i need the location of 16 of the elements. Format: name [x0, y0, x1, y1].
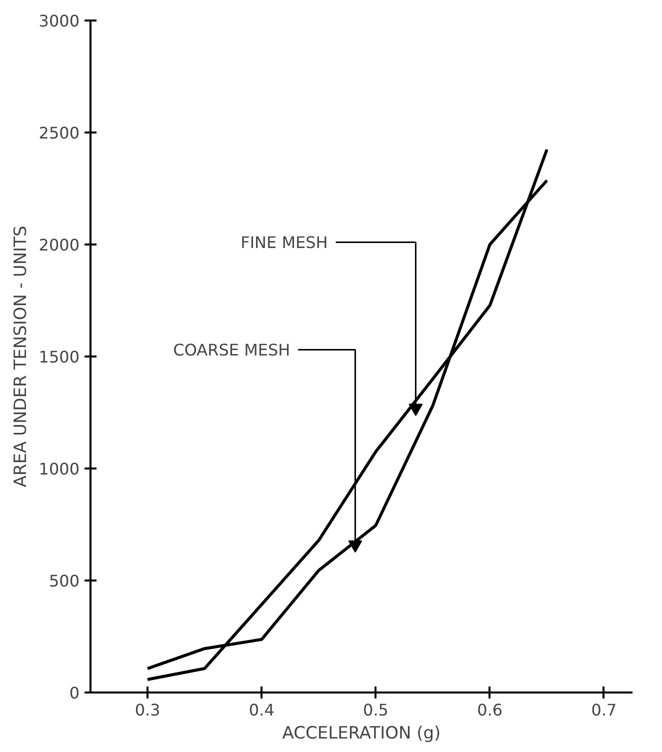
x-tick-label: 0.5	[363, 700, 388, 720]
x-tick-label: 0.4	[248, 700, 274, 720]
x-tick-label: 0.7	[591, 700, 617, 720]
annotation: FINE MESH	[240, 232, 328, 252]
x-tick-label: 0.3	[134, 700, 160, 720]
y-tick-label: 2500	[38, 124, 80, 142]
y-tick-label: 3000	[38, 12, 80, 30]
y-tick-label: 2000	[38, 236, 80, 254]
x-tick-label: 0.6	[477, 700, 503, 720]
annotation: COARSE MESH	[173, 340, 290, 360]
y-tick-label: 500	[48, 572, 80, 590]
y-tick-label: 1500	[38, 348, 80, 366]
y-tick-label: 1000	[38, 460, 80, 478]
y-tick-label: 0	[69, 684, 80, 702]
x-axis-title: ACCELERATION (g)	[282, 724, 441, 744]
y-axis-title: AREA UNDER TENSION - UNITS	[10, 226, 31, 488]
